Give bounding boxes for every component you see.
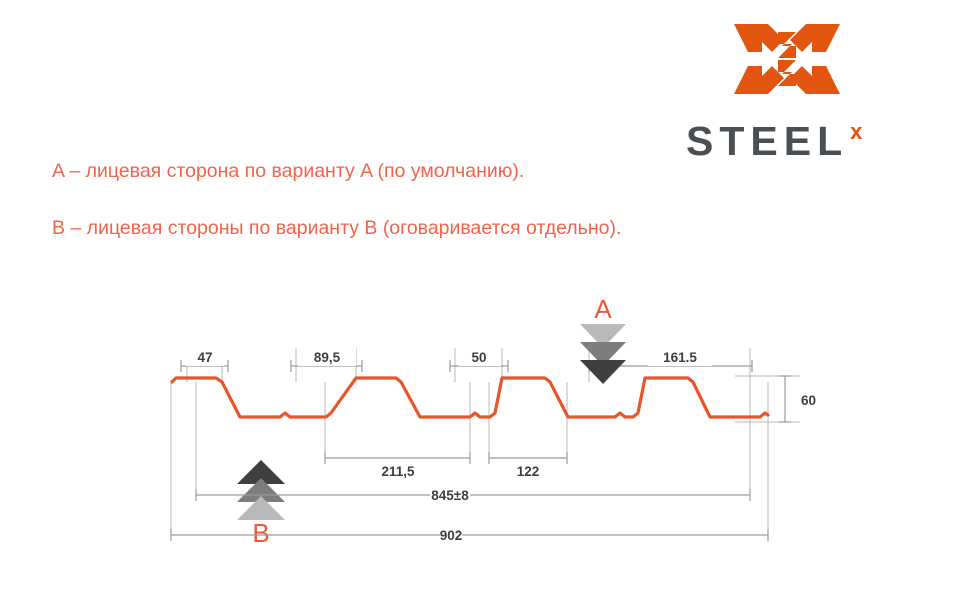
- dimension-label-47: 47: [197, 350, 212, 365]
- label-bg-161-5: [648, 346, 712, 366]
- brand-wordmark-superscript: x: [850, 119, 863, 144]
- dimension-label-845: 845±8: [431, 488, 469, 503]
- profile-technical-drawing: 47 89,5 50 161.5 A 211,5: [0, 270, 970, 560]
- caption-variant-a: A – лицевая сторона по варианту A (по ум…: [52, 160, 525, 182]
- dimension-label-902: 902: [440, 528, 463, 543]
- chevron-up-stack-icon: [237, 460, 285, 520]
- brand-wordmark: STEELx: [686, 112, 948, 162]
- dimension-line-60: [779, 375, 791, 423]
- marker-a-label: A: [594, 294, 612, 324]
- brand-logo: STEELx: [686, 18, 948, 162]
- brand-wordmark-text: STEEL: [686, 118, 849, 164]
- marker-b-label: B: [252, 518, 269, 548]
- label-bg-47: [186, 346, 224, 366]
- dimension-label-50: 50: [471, 350, 486, 365]
- caption-variant-b: B – лицевая стороны по варианту B (огова…: [52, 217, 622, 239]
- label-bg-89-5: [298, 346, 356, 366]
- steelx-x-mark-icon: [732, 18, 842, 100]
- dimension-line-845: [195, 489, 751, 501]
- dimension-label-89-5: 89,5: [314, 350, 341, 365]
- marker-b: B: [237, 460, 285, 548]
- marker-a: A: [580, 294, 626, 384]
- chevron-down-stack-icon: [580, 324, 626, 384]
- dimension-label-60: 60: [801, 393, 816, 408]
- corrugated-profile-path: [170, 376, 770, 419]
- dimension-label-211-5: 211,5: [381, 464, 415, 479]
- dimension-line-122: [488, 452, 568, 464]
- dimension-label-122: 122: [517, 464, 540, 479]
- label-bg-50: [459, 346, 501, 366]
- dimension-label-161-5: 161.5: [663, 350, 697, 365]
- dimension-line-211-5: [324, 452, 471, 464]
- dimension-line-902: [170, 529, 769, 541]
